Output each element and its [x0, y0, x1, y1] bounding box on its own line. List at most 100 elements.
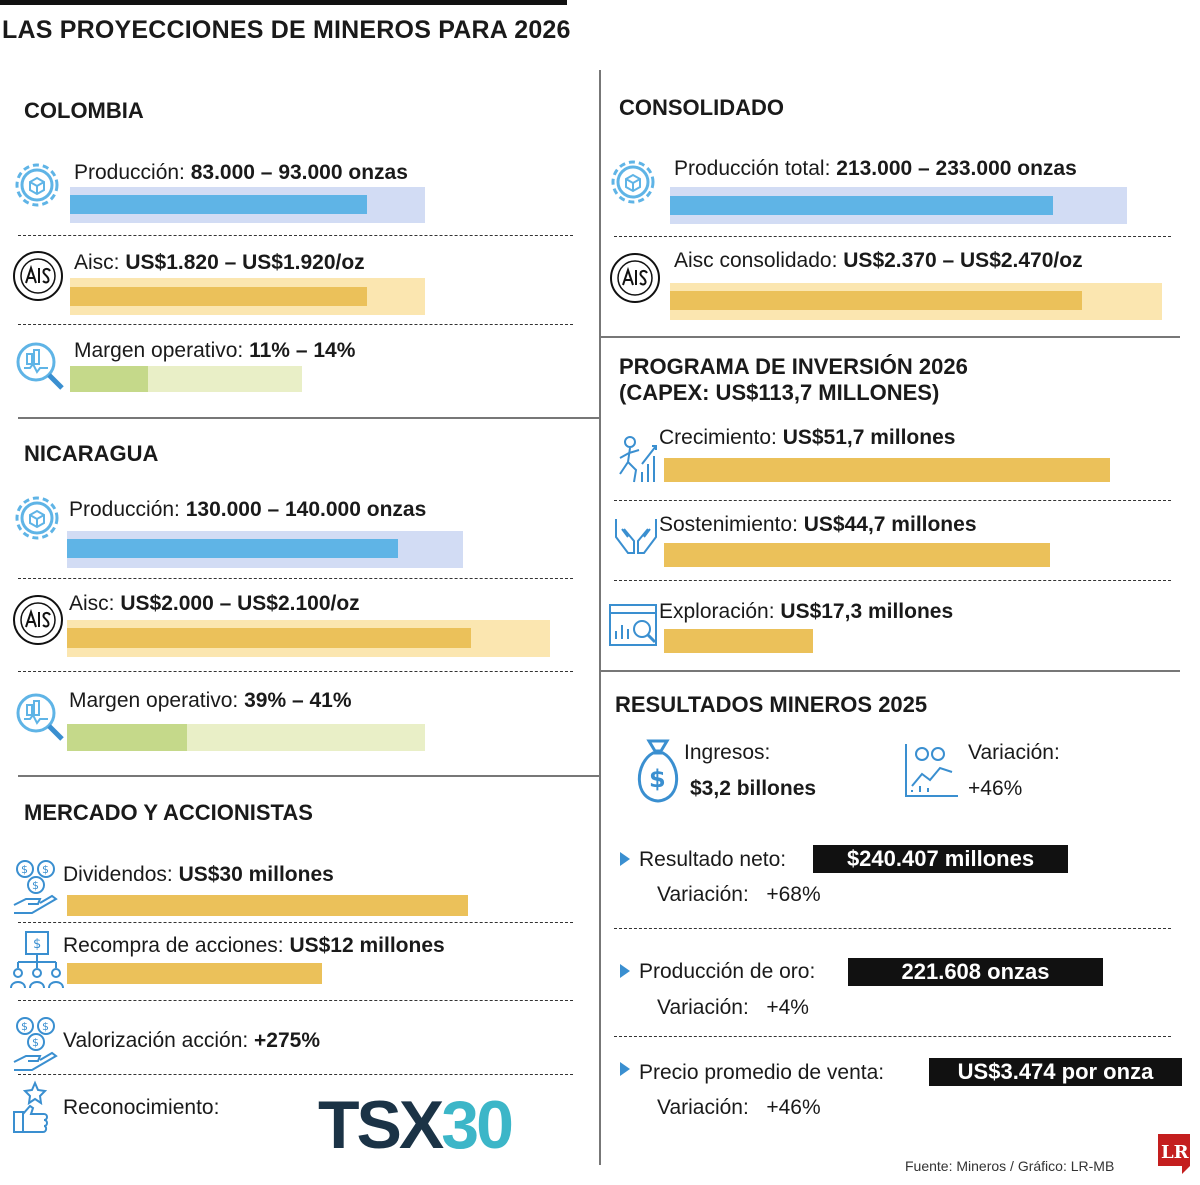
svg-text:$: $	[32, 879, 39, 892]
ingresos-value: $3,2 billones	[690, 777, 817, 800]
lr-logo: LR	[1158, 1134, 1190, 1174]
consolidado-aisc-label: Aisc consolidado: US$2.370 – US$2.470/oz	[674, 249, 1083, 272]
growth-climber-icon	[619, 436, 657, 483]
variacion-label: Variación:	[968, 741, 1060, 764]
section-divider	[18, 417, 600, 419]
source-credit: Fuente: Mineros / Gráfico: LR-MB	[905, 1158, 1115, 1174]
capex-bar-sostenimiento	[664, 543, 1050, 567]
inversion-title: PROGRAMA DE INVERSIÓN 2026	[619, 354, 968, 379]
svg-text:$: $	[21, 863, 28, 876]
divider	[614, 500, 1171, 501]
consolidado-produccion-bar	[670, 196, 1053, 215]
nicaragua-aisc-bar	[67, 628, 471, 648]
section-divider	[600, 670, 1180, 672]
dividendos-label: Dividendos: US$30 millones	[63, 863, 334, 886]
analytics-magnifier-icon	[16, 342, 64, 390]
svg-text:$: $	[32, 1036, 39, 1049]
precio-var-label: Variación: +46%	[657, 1096, 821, 1119]
variacion-value: +46%	[968, 777, 1023, 800]
colombia-margen-bar	[70, 366, 148, 392]
neto-var-label: Variación: +68%	[657, 883, 821, 906]
aisc-seal-icon	[13, 595, 63, 645]
neto-label: Resultado neto:	[639, 848, 787, 871]
divider	[614, 1036, 1171, 1037]
divider	[18, 922, 573, 923]
gear-icon	[611, 160, 655, 204]
inversion-subtitle: (CAPEX: US$113,7 MILLONES)	[619, 380, 940, 405]
exploracion-label: Exploración: US$17,3 millones	[659, 600, 954, 623]
nicaragua-produccion-label: Producción: 130.000 – 140.000 onzas	[69, 498, 427, 521]
crecimiento-label: Crecimiento: US$51,7 millones	[659, 426, 956, 449]
divider	[18, 324, 573, 325]
shareholders-icon: $	[10, 931, 64, 989]
gear-icon	[15, 163, 59, 207]
resultados-title: RESULTADOS MINEROS 2025	[615, 692, 928, 717]
oro-label: Producción de oro:	[639, 960, 816, 983]
consolidado-produccion-label: Producción total: 213.000 – 233.000 onza…	[674, 157, 1077, 180]
svg-text:$: $	[33, 937, 41, 952]
precio-label: Precio promedio de venta:	[639, 1061, 885, 1084]
money-bag-icon: $	[637, 739, 679, 803]
valorizacion-label: Valorización acción: +275%	[63, 1029, 321, 1052]
colombia-aisc-bar	[70, 287, 367, 306]
reconocimiento-label: Reconocimiento:	[63, 1096, 220, 1119]
precio-value: US$3.474 por onza	[929, 1058, 1182, 1086]
analytics-magnifier-icon	[16, 693, 64, 741]
dividendos-bar	[67, 895, 468, 916]
page-title: LAS PROYECCIONES DE MINEROS PARA 2026	[2, 16, 571, 44]
colombia-title: COLOMBIA	[24, 98, 144, 123]
recompra-bar	[67, 963, 322, 984]
bullet-arrow-icon	[620, 1062, 630, 1076]
nicaragua-produccion-bar	[67, 539, 398, 558]
nicaragua-margen-label: Margen operativo: 39% – 41%	[69, 689, 352, 712]
svg-text:$: $	[42, 863, 49, 876]
aisc-seal-icon	[13, 251, 63, 301]
svg-text:$: $	[21, 1020, 28, 1033]
gear-icon	[15, 496, 59, 540]
dividends-hand-icon: $ $ $	[13, 860, 58, 914]
svg-text:$: $	[42, 1020, 49, 1033]
exploration-chart-icon	[609, 604, 657, 646]
valuation-hand-icon: $ $ $	[13, 1017, 58, 1071]
thumbs-up-star-icon	[13, 1080, 48, 1133]
divider	[18, 671, 573, 672]
nicaragua-title: NICARAGUA	[24, 441, 159, 466]
recompra-label: Recompra de acciones: US$12 millones	[63, 934, 445, 957]
mercado-title: MERCADO Y ACCIONISTAS	[24, 800, 313, 825]
aisc-seal-icon	[610, 253, 660, 303]
nicaragua-aisc-label: Aisc: US$2.000 – US$2.100/oz	[69, 592, 360, 615]
section-divider	[18, 775, 600, 777]
capex-bar-crecimiento	[664, 458, 1110, 482]
section-divider	[600, 336, 1180, 338]
oro-var-label: Variación: +4%	[657, 996, 809, 1019]
growth-chart-icon	[905, 744, 958, 797]
svg-text:$: $	[649, 765, 666, 793]
consolidado-title: CONSOLIDADO	[619, 95, 784, 120]
colombia-produccion-bar	[70, 195, 367, 214]
divider	[18, 235, 573, 236]
colombia-margen-label: Margen operativo: 11% – 14%	[74, 339, 356, 362]
hands-support-icon	[615, 519, 657, 554]
divider	[614, 236, 1171, 237]
divider	[614, 928, 1171, 929]
divider	[614, 580, 1171, 581]
colombia-aisc-label: Aisc: US$1.820 – US$1.920/oz	[74, 251, 365, 274]
bullet-arrow-icon	[620, 964, 630, 978]
title-rule	[0, 0, 567, 5]
oro-value: 221.608 onzas	[848, 958, 1103, 986]
consolidado-aisc-bar	[670, 291, 1082, 310]
divider	[18, 1000, 573, 1001]
sostenimiento-label: Sostenimiento: US$44,7 millones	[659, 513, 977, 536]
neto-value: $240.407 millones	[813, 845, 1068, 873]
column-divider	[599, 70, 601, 1165]
ingresos-label: Ingresos:	[684, 741, 771, 764]
capex-bar-exploracion	[664, 629, 813, 653]
tsx30-logo: TSX30	[318, 1087, 514, 1163]
divider	[18, 1074, 573, 1075]
nicaragua-margen-bar	[67, 724, 187, 751]
colombia-produccion-label: Producción: 83.000 – 93.000 onzas	[74, 161, 408, 184]
divider	[18, 578, 573, 579]
svg-text:LR: LR	[1161, 1142, 1190, 1163]
bullet-arrow-icon	[620, 852, 630, 866]
